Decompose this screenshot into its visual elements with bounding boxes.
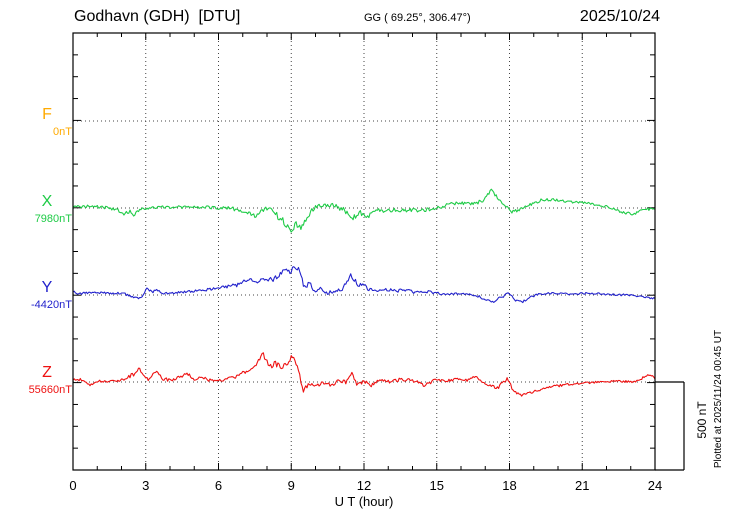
channel-baseline-x: 7980nT bbox=[34, 213, 72, 225]
channel-baseline-f: 0nT bbox=[53, 126, 72, 138]
channel-label-x: X 7980nT bbox=[0, 193, 72, 225]
plotted-timestamp: Plotted at 2025/11/24 00:45 UT bbox=[713, 330, 724, 468]
trace-x bbox=[72, 188, 656, 233]
x-axis-labels: 0 3 6 9 12 15 18 21 24 bbox=[69, 478, 662, 493]
trace-z bbox=[72, 352, 656, 397]
channel-baseline-z: 55660nT bbox=[28, 384, 72, 396]
channel-label-z: Z 55660nT bbox=[0, 364, 72, 396]
channel-baseline-y: -4420nT bbox=[31, 299, 72, 311]
geographic-coords: GG ( 69.25°, 306.47°) bbox=[364, 12, 471, 24]
x-tick-label: 3 bbox=[142, 478, 149, 493]
observation-date: 2025/10/24 bbox=[579, 8, 660, 25]
x-tick-label: 15 bbox=[430, 478, 444, 493]
axis-ticks bbox=[73, 33, 655, 470]
channel-letter-z: Z bbox=[42, 364, 52, 381]
data-traces bbox=[72, 188, 656, 397]
channel-label-f: F 0nT bbox=[0, 106, 72, 138]
trace-y bbox=[72, 266, 656, 304]
station-title: Godhavn (GDH) [DTU] bbox=[74, 8, 241, 25]
x-axis-title: U T (hour) bbox=[335, 494, 394, 509]
x-tick-label: 18 bbox=[502, 478, 516, 493]
x-tick-label: 9 bbox=[288, 478, 295, 493]
scale-bar-label: 500 nT bbox=[695, 401, 709, 439]
grid-lines bbox=[73, 33, 655, 470]
channel-letter-x: X bbox=[41, 193, 53, 210]
x-tick-label: 6 bbox=[215, 478, 222, 493]
x-tick-label: 12 bbox=[357, 478, 371, 493]
plot-frame bbox=[72, 32, 656, 471]
channel-letter-y: Y bbox=[41, 279, 53, 296]
x-tick-label: 0 bbox=[69, 478, 76, 493]
scale-bar: 500 nT bbox=[655, 381, 709, 471]
channel-letter-f: F bbox=[42, 106, 52, 123]
channel-label-y: Y -4420nT bbox=[0, 279, 72, 311]
x-tick-label: 21 bbox=[575, 478, 589, 493]
x-tick-label: 24 bbox=[648, 478, 662, 493]
